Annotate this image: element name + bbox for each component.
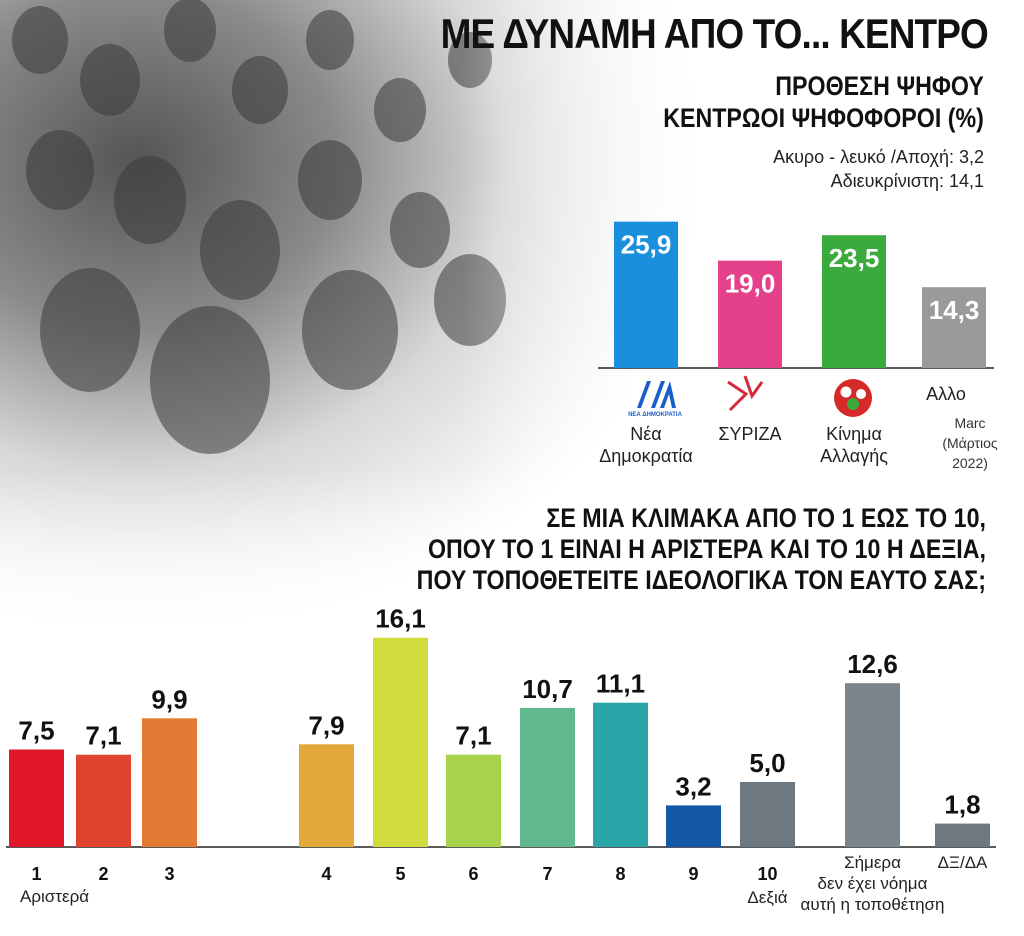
chart2-sub-label: αυτή η τοποθέτηση	[801, 895, 945, 914]
chart2-value-label: 5,0	[749, 748, 785, 778]
chart1-bar-4	[922, 287, 986, 368]
chart2-tick-label: 3	[164, 864, 174, 884]
chart2-tick-label: 10	[757, 864, 777, 884]
chart2-tick-label: 5	[395, 864, 405, 884]
chart1-category-label: ΣΥΡΙΖΑ	[718, 424, 781, 444]
pasok-logo-icon	[834, 379, 872, 417]
chart2-tick-label: 1	[31, 864, 41, 884]
chart2-tick-label: 6	[468, 864, 478, 884]
chart2-bar-4	[299, 744, 354, 847]
nd-logo-icon: ΝΕΑ ΔΗΜΟΚΡΑΤΙΑ	[627, 375, 683, 419]
source-note: Marc (Μάρτιος 2022)	[930, 413, 1010, 473]
note-invalid-abstention: Ακυρο - λευκό /Αποχή: 3,2	[773, 147, 984, 167]
chart2-tick-label: 8	[615, 864, 625, 884]
chart2-value-label: 9,9	[151, 684, 187, 714]
chart1-category-label: Αλλαγής	[820, 446, 888, 466]
chart2-value-label: 10,7	[522, 674, 573, 704]
chart1-value-label: 19,0	[725, 269, 776, 299]
chart2-value-label: 7,1	[85, 721, 121, 751]
chart2-value-label: 7,1	[455, 721, 491, 751]
chart2-bar-3	[142, 718, 197, 847]
chart1-category-label: Νέα	[630, 424, 661, 444]
question-line2: ΟΠΟΥ ΤΟ 1 ΕΙΝΑΙ Η ΑΡΙΣΤΕΡΑ ΚΑΙ ΤΟ 10 Η Δ…	[427, 534, 986, 564]
chart2-bar-2	[76, 754, 131, 847]
chart2-value-label: 7,5	[18, 716, 54, 746]
question-line3: ΠΟΥ ΤΟΠΟΘΕΤΕΙΤΕ ΙΔΕΟΛΟΓΙΚΑ ΤΟΝ ΕΑΥΤΟ ΣΑΣ…	[416, 565, 986, 595]
chart1-category-label: Κίνημα	[826, 424, 882, 444]
chart2-sub-label: Σήμερα	[844, 853, 901, 872]
chart1-bar-1	[614, 221, 678, 368]
chart2-tick-label: 9	[688, 864, 698, 884]
chart2-bar-1	[9, 749, 64, 847]
chart2-sub-label: δεν έχει νόημα	[818, 874, 928, 893]
chart1-category-label: Δημοκρατία	[599, 446, 693, 466]
chart2-sub-label: ΔΞ/ΔΑ	[938, 853, 988, 872]
chart1-bar-2	[718, 260, 782, 368]
chart2-title: ΣΕ ΜΙΑ ΚΛΙΜΑΚΑ ΑΠΟ ΤΟ 1 ΕΩΣ ΤΟ 10, ΟΠΟΥ …	[417, 503, 986, 596]
chart1-value-label: 23,5	[829, 243, 880, 273]
chart2-tick-label: 4	[321, 864, 331, 884]
source-line1: Marc	[954, 415, 986, 431]
chart2-bar-7	[520, 707, 575, 847]
source-line2: (Μάρτιος	[942, 435, 998, 451]
chart2-bar-12	[935, 823, 990, 847]
chart2-bar-8	[593, 702, 648, 847]
chart1-title-line1: ΠΡΟΘΕΣΗ ΨΗΦΟΥ	[775, 71, 984, 101]
source-line3: 2022)	[952, 455, 988, 471]
chart2-value-label: 1,8	[944, 790, 980, 820]
chart2-value-label: 11,1	[596, 669, 645, 699]
chart2-bar-9	[666, 805, 721, 847]
chart1-category-label: Αλλο	[926, 384, 966, 404]
chart2-bar-10	[740, 782, 795, 847]
nd-logo-text: ΝΕΑ ΔΗΜΟΚΡΑΤΙΑ	[628, 412, 682, 418]
chart1-notes: Ακυρο - λευκό /Αποχή: 3,2 Αδιευκρίνιστη:…	[773, 145, 984, 193]
chart1-value-label: 14,3	[929, 295, 980, 325]
chart1-title-line2: ΚΕΝΤΡΩΟΙ ΨΗΦΟΦΟΡΟΙ (%)	[663, 103, 984, 133]
chart2-sub-label: Δεξιά	[747, 888, 787, 907]
main-title: ΜΕ ΔΥΝΑΜΗ ΑΠΟ ΤΟ... ΚΕΝΤΡΟ	[440, 10, 989, 57]
chart2-sub-label: Αριστερά	[20, 887, 89, 906]
chart2-bar-6	[446, 754, 501, 847]
note-undecided: Αδιευκρίνιστη: 14,1	[830, 171, 984, 191]
question-line1: ΣΕ ΜΙΑ ΚΛΙΜΑΚΑ ΑΠΟ ΤΟ 1 ΕΩΣ ΤΟ 10,	[546, 503, 986, 533]
chart2-value-label: 7,9	[308, 710, 344, 740]
syriza-logo-icon	[727, 375, 764, 412]
chart2-value-label: 3,2	[675, 771, 711, 801]
chart2-bar-5	[373, 637, 428, 847]
chart1-bar-3	[822, 235, 886, 368]
chart2-tick-label: 2	[98, 864, 108, 884]
chart2-bar-11	[845, 683, 900, 847]
chart2-tick-label: 7	[542, 864, 552, 884]
chart2-value-label: 16,1	[375, 604, 426, 634]
chart1-title: ΠΡΟΘΕΣΗ ΨΗΦΟΥ ΚΕΝΤΡΩΟΙ ΨΗΦΟΦΟΡΟΙ (%)	[663, 70, 984, 134]
chart1-value-label: 25,9	[621, 230, 672, 260]
chart2-value-label: 12,6	[847, 649, 898, 679]
